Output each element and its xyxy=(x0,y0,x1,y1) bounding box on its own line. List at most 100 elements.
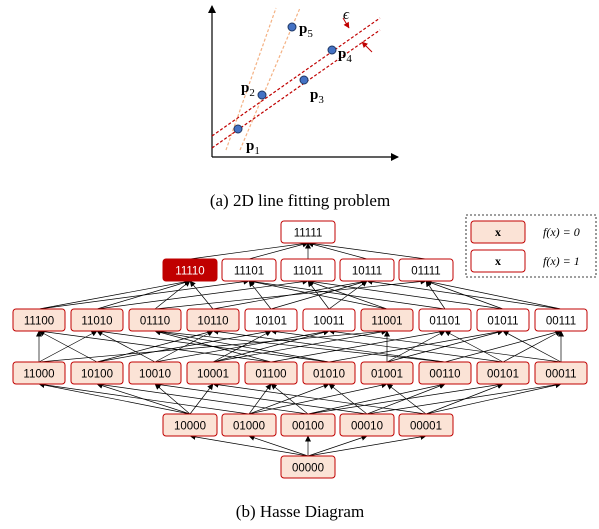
hasse-node-label: 10110 xyxy=(197,316,228,328)
hasse-edge-00000-10000 xyxy=(189,433,309,457)
hasse-node-label: 00111 xyxy=(546,316,576,328)
hasse-node-box xyxy=(186,308,240,332)
hasse-edge-00100-10100 xyxy=(96,381,309,415)
hasse-node-box xyxy=(302,308,356,332)
hasse-node-10001: 10001 xyxy=(186,361,240,385)
hasse-node-label: 01011 xyxy=(487,316,518,328)
fit-band-upper xyxy=(211,17,381,137)
hasse-node-box xyxy=(186,361,240,385)
hasse-edge-00110-00111 xyxy=(444,329,562,363)
hasse-node-box xyxy=(12,308,66,332)
hasse-node-label: 11011 xyxy=(293,266,323,278)
hasse-edge-00110-10110 xyxy=(212,328,446,363)
alt-line-right xyxy=(239,7,301,151)
legend-swatch-infeasible-symbol: x xyxy=(495,225,501,239)
hasse-node-label: 00100 xyxy=(292,421,324,433)
hasse-node-00110: 00110 xyxy=(418,361,472,385)
hasse-node-box xyxy=(12,361,66,385)
hasse-node-01001: 01001 xyxy=(360,361,414,385)
hasse-node-00001: 00001 xyxy=(398,413,454,437)
hasse-node-label: 10101 xyxy=(255,316,287,328)
hasse-edge-00101-10101 xyxy=(270,328,504,363)
hasse-node-11100: 11100 xyxy=(12,308,66,332)
hasse-node-box xyxy=(221,413,277,437)
hasse-edge-01110-11110 xyxy=(154,280,191,310)
hasse-node-11101: 11101 xyxy=(221,258,277,282)
hasse-node-label: 10010 xyxy=(139,369,171,381)
hasse-node-box xyxy=(280,413,336,437)
hasse-node-box xyxy=(244,361,298,385)
hasse-node-label: 11111 xyxy=(294,228,323,240)
hasse-edge-00001-00011 xyxy=(425,382,562,415)
hasse-node-label: 11110 xyxy=(175,266,204,278)
hasse-node-label: 00110 xyxy=(429,369,460,381)
hasse-node-label: 01000 xyxy=(233,421,265,433)
caption-b: (b) Hasse Diagram xyxy=(236,502,364,521)
epsilon-arrow-top xyxy=(342,17,350,29)
hasse-node-label: 00000 xyxy=(292,463,324,475)
hasse-node-box xyxy=(221,258,277,282)
label-p2: p2 xyxy=(241,80,255,99)
hasse-node-label: 11010 xyxy=(81,316,112,328)
hasse-node-box xyxy=(244,308,298,332)
hasse-edge-10000-10010 xyxy=(154,383,191,415)
hasse-edge-10110-11110 xyxy=(189,280,214,310)
hasse-node-01010: 01010 xyxy=(302,361,356,385)
hasse-edge-01001-01101 xyxy=(386,330,446,363)
hasse-node-10011: 10011 xyxy=(302,308,356,332)
hasse-node-01011: 01011 xyxy=(476,308,530,332)
hasse-edge-01011-11011 xyxy=(307,278,504,310)
hasse-node-label: 10100 xyxy=(81,369,113,381)
epsilon-arrow-bottom xyxy=(361,41,373,53)
hasse-edge-10110-10111 xyxy=(212,279,368,310)
hasse-edge-00001-01001 xyxy=(386,383,427,415)
hasse-node-box xyxy=(162,413,218,437)
hasse-node-box xyxy=(280,220,336,244)
hasse-node-11000: 11000 xyxy=(12,361,66,385)
hasse-node-00100: 00100 xyxy=(280,413,336,437)
hasse-node-label: 10000 xyxy=(174,421,206,433)
hasse-node-10010: 10010 xyxy=(128,361,182,385)
hasse-edge-00111-01111 xyxy=(425,279,562,310)
hasse-edge-01111-11111 xyxy=(307,240,427,260)
hasse-node-box xyxy=(534,361,588,385)
hasse-edge-11110-11111 xyxy=(189,240,309,260)
hasse-node-11001: 11001 xyxy=(360,308,414,332)
hasse-nodes: 10000 10001 10010 10011 10100 10101 10110 10111… xyxy=(12,220,588,479)
hasse-edge-10001-10011 xyxy=(212,329,330,363)
hasse-node-label: 01110 xyxy=(140,316,170,328)
hasse-node-label: 00001 xyxy=(410,421,442,433)
point-p5 xyxy=(287,22,297,32)
hasse-node-box xyxy=(70,308,124,332)
hasse-edge-00000-00001 xyxy=(307,433,427,457)
hasse-node-label: 01101 xyxy=(429,316,460,328)
hasse-edge-00000-00010 xyxy=(307,434,368,457)
hasse-node-10100: 10100 xyxy=(70,361,124,385)
hasse-node-00000: 00000 xyxy=(280,455,336,479)
hasse-edge-00001-00101 xyxy=(425,383,504,415)
point-p2 xyxy=(257,90,267,100)
caption-a: (a) 2D line fitting problem xyxy=(210,191,390,210)
point-p4 xyxy=(327,45,337,55)
hasse-edge-01000-11000 xyxy=(38,381,250,415)
hasse-edge-00010-01010 xyxy=(328,383,368,415)
hasse-node-label: 11000 xyxy=(23,369,54,381)
hasse-node-label: 00101 xyxy=(487,369,519,381)
hasse-node-00010: 00010 xyxy=(339,413,395,437)
hasse-edge-10111-11111 xyxy=(307,241,368,260)
point-p1 xyxy=(233,124,243,134)
label-p3: p3 xyxy=(310,87,324,106)
hasse-node-10000: 10000 xyxy=(162,413,218,437)
hasse-edge-00010-10010 xyxy=(154,381,368,415)
hasse-node-label: 11100 xyxy=(24,316,54,328)
hasse-node-label: 11001 xyxy=(371,316,402,328)
legend-label-infeasible: f(x) = 0 xyxy=(543,225,580,239)
hasse-edges xyxy=(36,240,564,457)
hasse-node-00011: 00011 xyxy=(534,361,588,385)
hasse-edge-00001-10001 xyxy=(212,381,427,415)
hasse-node-01100: 01100 xyxy=(244,361,298,385)
hasse-node-box xyxy=(476,308,530,332)
hasse-node-00101: 00101 xyxy=(476,361,530,385)
point-p3 xyxy=(299,75,309,85)
hasse-edge-00000-01000 xyxy=(248,434,309,457)
